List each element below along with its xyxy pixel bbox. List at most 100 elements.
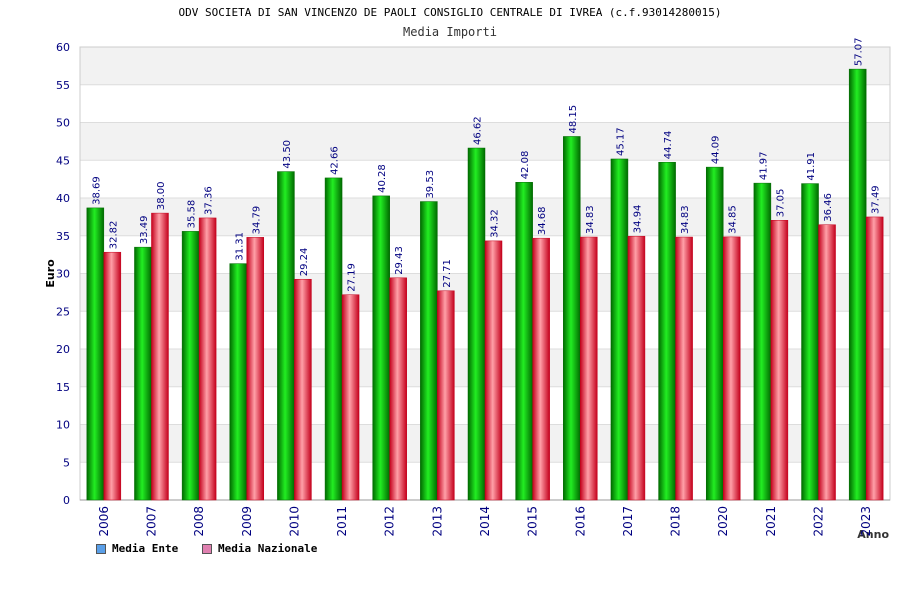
y-tick-label: 30 bbox=[56, 268, 70, 281]
data-label: 48.15 bbox=[568, 105, 579, 134]
x-tick-label: 2010 bbox=[287, 506, 301, 537]
legend-item-media-ente: Media Ente bbox=[96, 542, 178, 555]
data-label: 37.36 bbox=[204, 186, 215, 215]
y-tick-label: 45 bbox=[56, 154, 70, 167]
x-tick-label: 2012 bbox=[383, 506, 397, 537]
bar-media-nazionale bbox=[675, 236, 693, 501]
bars: 38.69 32.82 33.49 38.00 35.58 37.36 31.31 34.79… bbox=[86, 37, 884, 501]
x-tick-label: 2008 bbox=[192, 506, 206, 537]
data-label: 41.97 bbox=[758, 151, 769, 180]
data-label: 34.83 bbox=[680, 205, 691, 234]
bar-media-ente bbox=[181, 231, 200, 501]
bar-media-nazionale bbox=[437, 290, 455, 501]
bar-media-nazionale bbox=[484, 240, 503, 501]
data-label: 34.32 bbox=[490, 209, 501, 238]
bar-media-ente bbox=[467, 147, 486, 501]
bar-media-ente bbox=[372, 195, 390, 501]
data-label: 34.85 bbox=[728, 205, 739, 234]
tick-labels: 0 5 10 15 20 25 30 35 40 45 50 55 60 Euro Anno 2006 2007… bbox=[44, 41, 889, 541]
data-label: 38.00 bbox=[156, 181, 167, 210]
chart-title: ODV SOCIETA DI SAN VINCENZO DE PAOLI CON… bbox=[178, 6, 722, 19]
y-tick-label: 0 bbox=[63, 494, 70, 507]
y-tick-label: 35 bbox=[56, 230, 70, 243]
y-tick-label: 10 bbox=[56, 419, 70, 432]
data-label: 45.17 bbox=[615, 127, 626, 156]
bar-media-ente bbox=[610, 158, 629, 501]
x-tick-label: 2013 bbox=[430, 506, 444, 537]
bar-media-nazionale bbox=[627, 235, 646, 501]
data-label: 38.69 bbox=[91, 176, 102, 205]
bar-media-nazionale bbox=[770, 220, 789, 501]
bar-media-ente bbox=[229, 263, 248, 501]
data-label: 41.91 bbox=[806, 152, 817, 181]
x-tick-label: 2015 bbox=[526, 506, 540, 537]
bar-media-ente bbox=[277, 171, 295, 501]
x-tick-label: 2020 bbox=[716, 506, 730, 537]
grid-band bbox=[80, 47, 890, 85]
bar-media-ente bbox=[420, 201, 438, 501]
x-tick-label: 2006 bbox=[97, 506, 111, 537]
data-label: 44.74 bbox=[663, 131, 674, 160]
x-tick-label: 2018 bbox=[669, 506, 683, 537]
data-label: 36.46 bbox=[823, 193, 834, 222]
data-label: 42.08 bbox=[520, 151, 531, 180]
data-label: 37.49 bbox=[871, 185, 882, 214]
bar-media-nazionale bbox=[580, 236, 598, 501]
x-tick-label: 2017 bbox=[621, 506, 635, 537]
bar-media-nazionale bbox=[865, 216, 884, 501]
bar-media-nazionale bbox=[294, 278, 312, 501]
y-tick-label: 20 bbox=[56, 343, 70, 356]
bar-media-nazionale bbox=[198, 217, 217, 501]
legend-swatch-nazionale bbox=[202, 543, 212, 554]
data-label: 27.71 bbox=[442, 259, 453, 288]
data-label: 33.49 bbox=[139, 216, 150, 245]
y-tick-label: 25 bbox=[56, 305, 70, 318]
bar-media-nazionale bbox=[722, 236, 741, 501]
x-tick-label: 2014 bbox=[478, 506, 492, 537]
data-label: 31.31 bbox=[234, 232, 245, 261]
data-label: 32.82 bbox=[108, 221, 119, 250]
bar-media-ente bbox=[563, 136, 581, 501]
data-label: 46.62 bbox=[473, 116, 484, 145]
bar-media-ente bbox=[134, 246, 152, 501]
legend-swatch-ente bbox=[96, 543, 106, 554]
y-tick-label: 40 bbox=[56, 192, 70, 205]
bar-media-ente bbox=[705, 166, 724, 501]
y-tick-label: 60 bbox=[56, 41, 70, 54]
x-tick-label: 2009 bbox=[240, 506, 254, 537]
legend-item-media-nazionale: Media Nazionale bbox=[202, 542, 317, 555]
y-tick-label: 15 bbox=[56, 381, 70, 394]
data-label: 35.58 bbox=[187, 200, 198, 229]
x-tick-label: 2007 bbox=[144, 506, 158, 537]
data-label: 34.83 bbox=[585, 205, 596, 234]
bar-media-nazionale bbox=[389, 277, 407, 501]
bar-media-nazionale bbox=[246, 237, 265, 501]
x-tick-label: 2023 bbox=[859, 506, 873, 537]
bar-media-ente bbox=[848, 68, 867, 501]
x-tick-label: 2011 bbox=[335, 506, 349, 537]
x-tick-label: 2016 bbox=[573, 506, 587, 537]
y-tick-label: 5 bbox=[63, 456, 70, 469]
legend-label-nazionale: Media Nazionale bbox=[218, 542, 318, 555]
x-tick-label: 2022 bbox=[812, 506, 826, 537]
bar-media-nazionale bbox=[341, 294, 360, 501]
data-label: 44.09 bbox=[711, 135, 722, 164]
bar-media-ente bbox=[324, 177, 343, 501]
bar-media-ente bbox=[801, 183, 819, 501]
chart-subtitle: Media Importi bbox=[403, 25, 497, 39]
data-label: 40.28 bbox=[377, 164, 388, 193]
data-label: 57.07 bbox=[854, 37, 865, 66]
data-label: 37.05 bbox=[775, 189, 786, 218]
bar-media-nazionale bbox=[818, 224, 836, 501]
y-axis-label: Euro bbox=[44, 259, 57, 288]
bar-media-nazionale bbox=[151, 212, 169, 501]
data-label: 39.53 bbox=[425, 170, 436, 199]
y-tick-label: 50 bbox=[56, 117, 70, 130]
x-tick-label: 2021 bbox=[764, 506, 778, 537]
data-label: 42.66 bbox=[330, 146, 341, 175]
bar-media-ente bbox=[515, 182, 533, 501]
data-label: 27.19 bbox=[347, 263, 358, 292]
bar-media-ente bbox=[753, 182, 772, 501]
